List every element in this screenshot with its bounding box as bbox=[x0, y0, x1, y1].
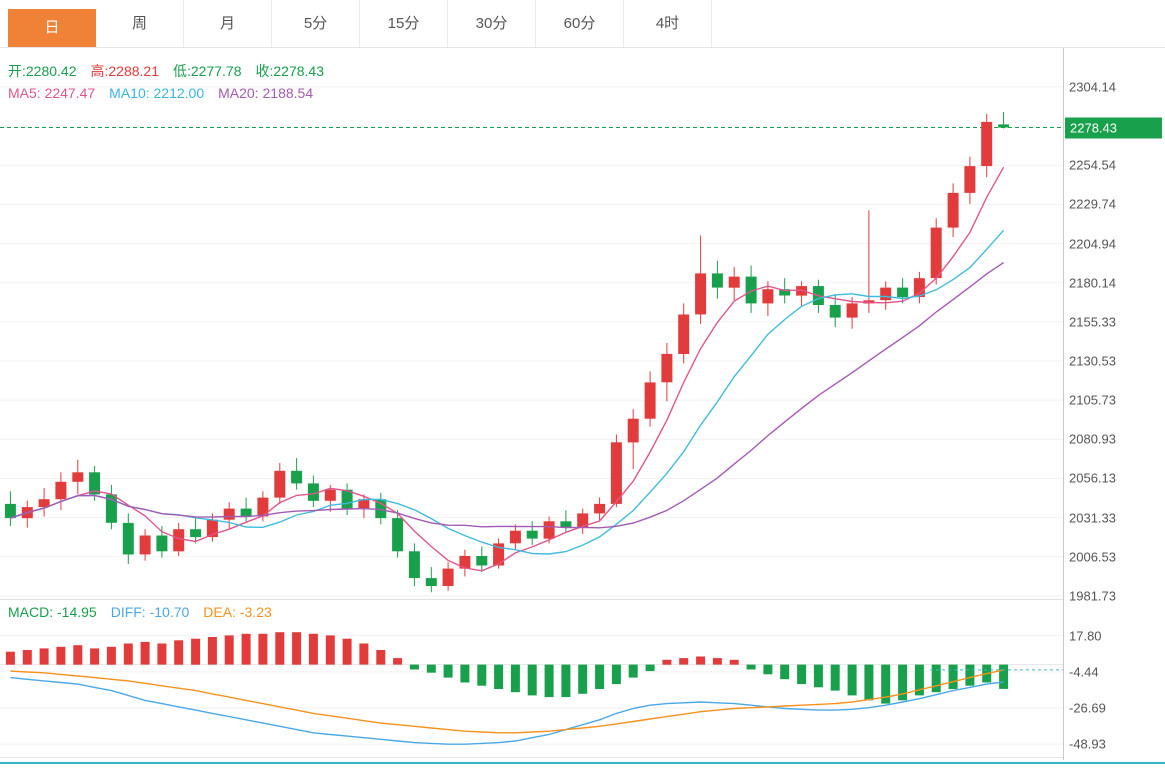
tab-4hour[interactable]: 4时 bbox=[624, 0, 712, 47]
tab-month[interactable]: 月 bbox=[184, 0, 272, 47]
price-axis-label: 2105.73 bbox=[1069, 392, 1116, 408]
tab-30min[interactable]: 30分 bbox=[448, 0, 536, 47]
macd-axis-label: -26.69 bbox=[1069, 700, 1106, 716]
candles bbox=[4, 112, 1010, 593]
ma5-line bbox=[10, 166, 1005, 572]
dea-value: DEA: -3.23 bbox=[203, 604, 272, 620]
price-axis: 2278.43 2304.14 2254.54 2229.74 2204.94 2180… bbox=[1063, 48, 1165, 760]
time-axis-accent-line bbox=[0, 762, 1165, 764]
diff-value: DIFF: -10.70 bbox=[110, 604, 190, 620]
price-axis-label: 2155.33 bbox=[1069, 314, 1116, 330]
ma20-value: MA20: 2188.54 bbox=[218, 85, 314, 101]
ma-info: MA5: 2247.47 MA10: 2212.00 MA20: 2188.54 bbox=[8, 85, 327, 101]
price-axis-label: 2229.74 bbox=[1069, 196, 1116, 212]
tab-5min[interactable]: 5分 bbox=[272, 0, 360, 47]
price-axis-label: 2254.54 bbox=[1069, 157, 1116, 173]
macd-axis-label: -48.93 bbox=[1069, 736, 1106, 752]
price-axis-label: 2204.94 bbox=[1069, 236, 1116, 251]
tab-60min[interactable]: 60分 bbox=[536, 0, 624, 47]
diff-line bbox=[10, 676, 1004, 745]
current-price-badge: 2278.43 bbox=[1065, 117, 1162, 138]
macd-info: MACD: -14.95 DIFF: -10.70 DEA: -3.23 bbox=[8, 604, 286, 620]
price-axis-label: 2056.13 bbox=[1069, 470, 1116, 486]
ohlc-info: 开:2280.42 高:2288.21 低:2277.78 收:2278.43 bbox=[8, 61, 338, 81]
macd-axis-label: 17.80 bbox=[1069, 628, 1102, 644]
open-value: 开:2280.42 bbox=[8, 63, 77, 79]
price-axis-label: 1981.73 bbox=[1069, 588, 1116, 604]
macd-histogram bbox=[5, 632, 1009, 704]
macd-axis-label: -4.44 bbox=[1069, 664, 1099, 680]
tab-week[interactable]: 周 bbox=[96, 0, 184, 47]
timeframe-tabs: 日周月 5分 15分 30分 60分 4时 bbox=[0, 0, 1165, 48]
tab-day[interactable]: 日 bbox=[8, 9, 96, 47]
close-value: 收:2278.43 bbox=[255, 63, 325, 79]
ma10-value: MA10: 2212.00 bbox=[109, 85, 205, 101]
dea-line bbox=[10, 669, 1004, 734]
price-axis-label: 2080.93 bbox=[1069, 431, 1116, 447]
tab-15min[interactable]: 15分 bbox=[360, 0, 448, 47]
price-axis-label: 2304.14 bbox=[1069, 79, 1116, 95]
price-gridlines bbox=[0, 86, 1063, 597]
price-axis-label: 2006.53 bbox=[1069, 549, 1116, 565]
panel-separator bbox=[0, 599, 1165, 600]
price-axis-label: 2180.14 bbox=[1069, 275, 1116, 291]
ma5-value: MA5: 2247.47 bbox=[8, 85, 96, 101]
high-value: 高:2288.21 bbox=[90, 63, 160, 79]
low-value: 低:2277.78 bbox=[173, 63, 242, 79]
ma20-line bbox=[10, 262, 1004, 529]
macd-value: MACD: -14.95 bbox=[8, 604, 97, 620]
chart-bottom-rule bbox=[0, 757, 1165, 758]
price-axis-label: 2130.53 bbox=[1069, 353, 1116, 369]
ma10-line bbox=[10, 229, 1005, 555]
price-axis-label: 2031.33 bbox=[1069, 510, 1116, 526]
chart-canvas[interactable] bbox=[0, 48, 1063, 760]
